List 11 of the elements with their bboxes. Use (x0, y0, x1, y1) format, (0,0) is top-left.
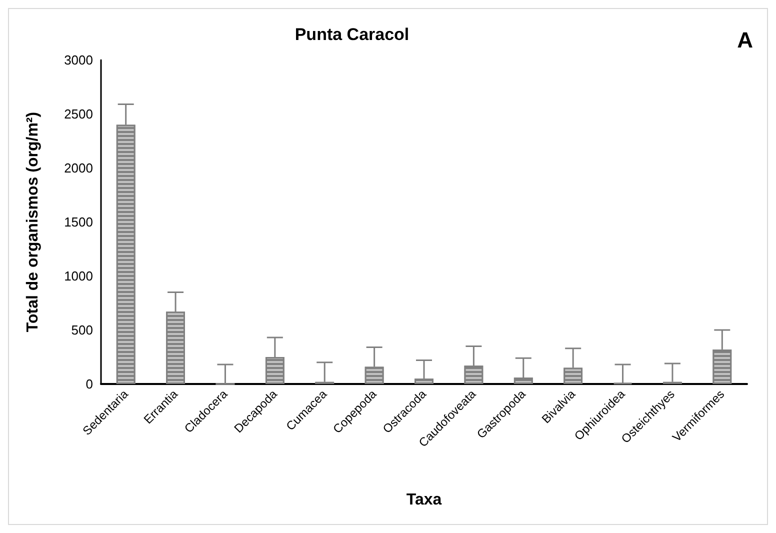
y-tick-label: 2000 (64, 160, 93, 176)
y-tick-label: 3000 (64, 52, 93, 68)
text: A (737, 28, 754, 52)
y-tick-label: 2500 (64, 106, 93, 122)
y-axis-title: Total de organismos (org/m²) (24, 112, 42, 332)
y-tick-label: 1000 (64, 268, 93, 284)
y-tick-label: 1500 (64, 214, 93, 230)
chart-title: Punta Caracol (294, 25, 410, 44)
y-tick-label: 0 (86, 376, 93, 392)
y-tick-label: 500 (71, 322, 93, 338)
x-axis-title: Taxa (406, 492, 442, 508)
